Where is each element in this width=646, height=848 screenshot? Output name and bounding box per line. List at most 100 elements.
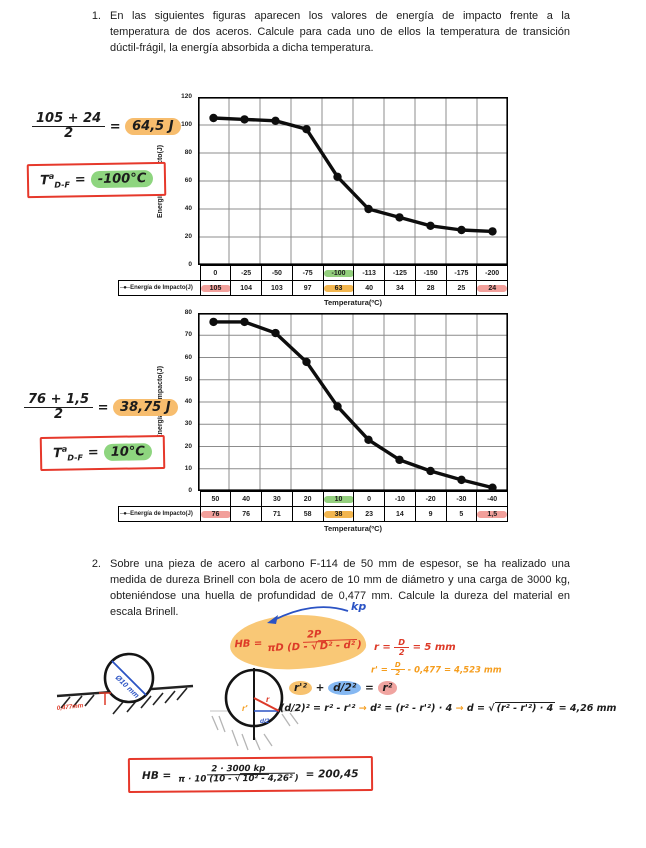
y-tick-label: 60 <box>184 353 192 361</box>
hb-final-fraction: 2 · 3000 kp π · 10 (10 - √ 10² - 4,26²) <box>178 764 299 785</box>
legend-cell: ─●─Energía de Impacto(J) <box>118 506 201 522</box>
equals-sign: = <box>87 445 99 461</box>
value-cell: 9 <box>414 506 447 522</box>
value-cell: 40 <box>353 280 385 296</box>
equals-sign: = <box>365 682 374 694</box>
value-highlight-orange: 63 <box>323 284 353 292</box>
arrow-icon: → <box>455 703 464 714</box>
value-highlight-orange: 38 <box>323 510 353 518</box>
category-cell: -113 <box>353 265 385 281</box>
plus-sign: + <box>315 682 325 694</box>
y-tick-label: 30 <box>184 420 192 428</box>
x-axis-title: Temperatura(ºC) <box>323 524 383 533</box>
value-cell: 103 <box>261 280 293 296</box>
y-tick-label: 120 <box>181 93 192 100</box>
value-cell: 105 <box>199 280 232 296</box>
category-cell: 10 <box>322 491 355 507</box>
y-axis-tick-labels: 0 20 40 60 80 100 120 <box>168 93 195 268</box>
value-cell: 76 <box>199 506 232 522</box>
category-cell: 40 <box>230 491 262 507</box>
hb-lhs: HB = <box>141 769 172 782</box>
temperature-symbol: TaD-F <box>39 171 71 190</box>
value-cell: 97 <box>291 280 324 296</box>
force-unit-label: kp <box>351 600 367 613</box>
value-cell: 104 <box>230 280 262 296</box>
ground-hatching <box>60 687 188 715</box>
category-cell: -20 <box>414 491 447 507</box>
y-axis-tick-labels: 0 10 20 30 40 50 60 70 80 <box>168 309 195 494</box>
diameter-line <box>111 660 147 696</box>
y-tick-label: 60 <box>184 177 192 184</box>
value-cell: 24 <box>476 280 508 296</box>
legend-cell: ─●─Energía de Impacto(J) <box>118 280 201 296</box>
empty-label-cell <box>119 266 201 281</box>
chart-plot-area <box>198 97 508 265</box>
r-squared: r² <box>377 681 398 695</box>
equals-sign: = <box>74 172 86 188</box>
hb-denominator: πD (D - √ D² - d²) <box>267 638 362 654</box>
x-axis-title: Temperatura(ºC) <box>323 298 383 307</box>
pythagoras-equation: r'² + d/2² = r² <box>289 681 398 695</box>
problem-2-text: Sobre una pieza de acero al carbono F-11… <box>110 556 570 620</box>
r-prime-squared: r'² <box>289 681 312 695</box>
category-cell: -100 <box>322 265 355 281</box>
hb-lhs: HB = <box>234 637 263 650</box>
problem-2-number: 2. <box>91 558 101 570</box>
fraction-numerator: 105 + 24 <box>32 111 106 128</box>
transition-temp-highlight: -100°C <box>90 170 154 189</box>
category-cell: -150 <box>414 265 447 281</box>
category-cell: -10 <box>384 491 416 507</box>
problem-1-text: En las siguientes figuras aparecen los v… <box>110 8 570 56</box>
category-cell: 20 <box>291 491 324 507</box>
category-cell: -175 <box>445 265 478 281</box>
arrow-icon: → <box>358 703 367 714</box>
legend: ─●─Energía de Impacto(J) <box>120 285 193 291</box>
value-cell: 63 <box>322 280 355 296</box>
value-cell: 14 <box>384 506 416 522</box>
y-tick-label: 40 <box>184 205 192 212</box>
fraction: 105 + 24 2 <box>32 111 106 142</box>
text-line: temperatura de dos aceros. Calcule para … <box>110 26 570 38</box>
equals-sign: = <box>109 119 121 135</box>
denominator: π · 10 (10 - √ 10² - 4,26²) <box>178 772 299 785</box>
y-tick-label: 10 <box>184 464 192 472</box>
hb-result-value: = 200,45 <box>305 767 359 781</box>
radius-line <box>253 697 280 712</box>
text-line: escala Brinell. <box>110 606 179 618</box>
legend-line-marker-icon: ─●─ <box>120 285 130 291</box>
legend-label: Energía de Impacto(J) <box>130 511 193 517</box>
y-tick-label: 0 <box>188 261 192 268</box>
chart-data-table: 50 40 30 20 10 0 -10 -20 -30 -40 ─●─Energía de Imp… <box>118 491 508 522</box>
diameter-derivation: (d/2)² = r² - r'² → d² = (r² - r'²) · 4 … <box>280 702 616 714</box>
half-d-squared: d/2² <box>328 681 362 695</box>
legend: ─●─Energía de Impacto(J) <box>120 511 193 517</box>
y-tick-label: 100 <box>181 121 192 128</box>
final-hb-result-box: HB = 2 · 3000 kp π · 10 (10 - √ 10² - 4,2… <box>127 755 373 794</box>
value-cell: 34 <box>384 280 416 296</box>
value-highlight-red: 1,5 <box>477 510 507 518</box>
value-cell: 23 <box>353 506 385 522</box>
temperature-symbol: TaD-F <box>52 444 84 463</box>
category-highlight-green: 10 <box>323 495 353 503</box>
depth-measure <box>99 692 111 705</box>
value-cell: 28 <box>414 280 447 296</box>
value-cell: 76 <box>230 506 262 522</box>
half-d-label: d/2 <box>260 718 270 725</box>
category-cell: -125 <box>384 265 416 281</box>
problem-2-statement: 2. Sobre una pieza de acero al carbono F… <box>88 556 570 620</box>
ball-indentation-sketch: Ø10 mm 0,477mm <box>56 652 194 715</box>
value-highlight-red: 24 <box>477 284 507 292</box>
y-tick-label: 40 <box>184 398 192 405</box>
value-highlight-red: 105 <box>200 284 230 292</box>
force-annotation-arrow <box>267 606 349 624</box>
solution-1-energy-calculation: 105 + 24 2 = 64,5 J <box>32 111 181 142</box>
category-highlight-green: -100 <box>323 269 353 277</box>
problem-1-statement: 1. En las siguientes figuras aparecen lo… <box>88 8 570 56</box>
fraction-numerator: 76 + 1,5 <box>24 392 94 409</box>
value-cell: 5 <box>445 506 478 522</box>
y-tick-label: 80 <box>184 309 192 316</box>
y-tick-label: 80 <box>184 149 192 156</box>
text-line: obteniéndose una huella de profundidad d… <box>110 590 570 602</box>
